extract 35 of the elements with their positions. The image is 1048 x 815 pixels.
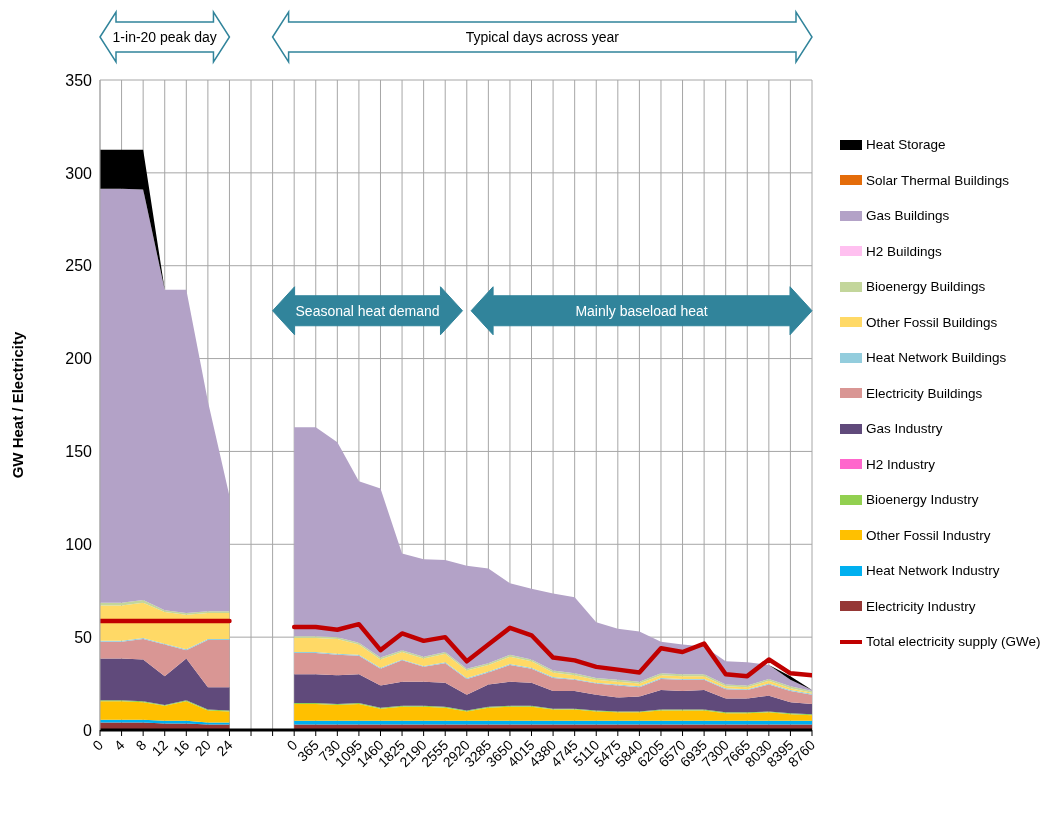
y-tick-label: 50 bbox=[74, 628, 93, 646]
legend-label: Gas Industry bbox=[866, 421, 943, 436]
annotation: Mainly baseload heat bbox=[575, 302, 708, 319]
legend-label: Other Fossil Buildings bbox=[866, 314, 998, 330]
text: 1-in-20 peak day bbox=[112, 29, 217, 45]
legend-label: Heat Network Industry bbox=[866, 563, 1000, 578]
y-tick-label: 100 bbox=[65, 535, 93, 553]
legend-label: Bioenergy Buildings bbox=[866, 279, 986, 294]
x-tick-label: 8 bbox=[132, 736, 150, 754]
x-tick-label: 16 bbox=[170, 736, 193, 760]
legend-label: Other Fossil Industry bbox=[866, 527, 991, 543]
legend-label: Solar Thermal Buildings bbox=[866, 172, 1010, 188]
legend-label: H2 Industry bbox=[866, 456, 936, 472]
legend-label: Electricity Buildings bbox=[866, 385, 983, 401]
text: Typical days across year bbox=[465, 29, 620, 45]
legend-label: Bioenergy Industry bbox=[866, 492, 979, 507]
y-tick-label: 300 bbox=[65, 164, 93, 182]
x-tick-label: 24 bbox=[213, 736, 236, 760]
x-tick-label: 4 bbox=[110, 736, 128, 754]
legend-label: Gas Buildings bbox=[866, 208, 950, 223]
y-tick-label: 350 bbox=[65, 71, 93, 89]
x-tick-label: 20 bbox=[191, 736, 215, 760]
annotation: Seasonal heat demand bbox=[295, 302, 440, 319]
y-tick-label: 200 bbox=[65, 350, 93, 368]
legend-label: Heat Network Buildings bbox=[866, 350, 1007, 365]
y-tick-label: 150 bbox=[65, 443, 93, 461]
x-tick-label: 12 bbox=[148, 736, 171, 760]
y-tick-label: 250 bbox=[65, 257, 93, 275]
legend-label: Electricity Industry bbox=[866, 598, 976, 614]
x-tick-label: 0 bbox=[89, 736, 107, 754]
legend-label: Heat Storage bbox=[866, 137, 946, 152]
y-axis-title: GW Heat / Electricity bbox=[9, 330, 27, 479]
legend-label: Total electricity supply (GWe) bbox=[866, 634, 1041, 649]
y-tick-label: 0 bbox=[83, 721, 93, 739]
legend-label: H2 Buildings bbox=[866, 243, 942, 259]
